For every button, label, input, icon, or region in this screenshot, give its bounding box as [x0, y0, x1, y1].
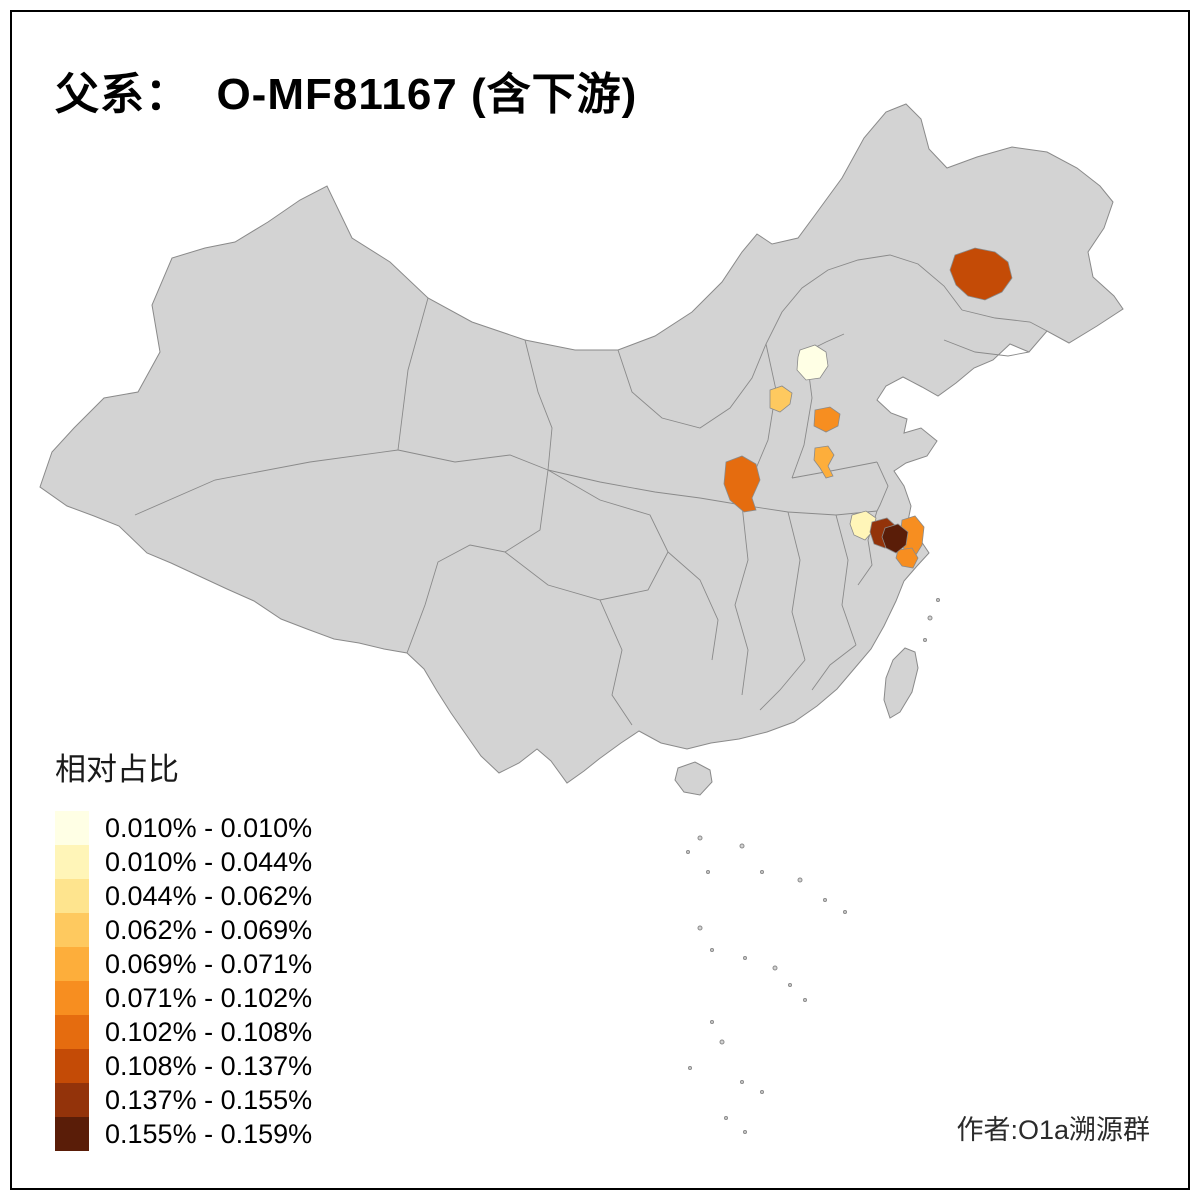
legend-item-0: 0.010% - 0.010%	[55, 811, 312, 845]
province-borders	[134, 254, 1048, 726]
region-beijing	[796, 344, 829, 381]
legend-swatch	[55, 1083, 89, 1117]
legend-item-3: 0.062% - 0.069%	[55, 913, 312, 947]
highlighted-regions	[723, 247, 1013, 569]
legend-swatch	[55, 845, 89, 879]
legend-swatch	[55, 913, 89, 947]
legend-label: 0.044% - 0.062%	[105, 880, 313, 911]
region-jiangsu-south-orange	[895, 547, 919, 569]
legend-label: 0.071% - 0.102%	[105, 982, 313, 1013]
legend-swatch	[55, 1015, 89, 1049]
legend: 相对占比 0.010% - 0.010% 0.010% - 0.044% 0.044…	[55, 744, 312, 1151]
map-title: 父系： O-MF81167 (含下游)	[55, 70, 638, 119]
legend-item-5: 0.071% - 0.102%	[55, 981, 312, 1015]
region-shaanxi-patch	[723, 455, 761, 513]
legend-label: 0.069% - 0.071%	[105, 948, 313, 979]
region-hebei-shandong-patch	[813, 406, 841, 433]
legend-item-6: 0.102% - 0.108%	[55, 1015, 312, 1049]
region-jiangsu-pale	[849, 510, 877, 541]
region-henan-patch	[813, 445, 835, 479]
hainan-island	[674, 761, 713, 796]
legend-item-2: 0.044% - 0.062%	[55, 879, 312, 913]
legend-title: 相对占比	[55, 752, 179, 787]
legend-rows: 0.010% - 0.010% 0.010% - 0.044% 0.044% - 0…	[55, 811, 312, 1151]
legend-item-9: 0.155% - 0.159%	[55, 1117, 312, 1151]
legend-item-1: 0.010% - 0.044%	[55, 845, 312, 879]
legend-swatch	[55, 1049, 89, 1083]
mainland-china	[39, 103, 1124, 784]
legend-label: 0.102% - 0.108%	[105, 1016, 313, 1047]
legend-swatch	[55, 981, 89, 1015]
legend-item-7: 0.108% - 0.137%	[55, 1049, 312, 1083]
author-credit: 作者:O1a溯源群	[956, 1115, 1150, 1145]
legend-label: 0.010% - 0.010%	[105, 812, 313, 843]
south-china-sea-islets	[686, 598, 940, 1134]
legend-swatch	[55, 947, 89, 981]
legend-swatch	[55, 879, 89, 913]
legend-label: 0.010% - 0.044%	[105, 846, 313, 877]
legend-label: 0.155% - 0.159%	[105, 1118, 313, 1149]
legend-label: 0.137% - 0.155%	[105, 1084, 313, 1115]
region-shanxi-patch	[769, 385, 793, 413]
islands	[674, 598, 940, 1134]
region-jiangsu-darkest	[881, 523, 909, 554]
region-northeast-harbin	[949, 247, 1013, 301]
legend-item-4: 0.069% - 0.071%	[55, 947, 312, 981]
legend-swatch	[55, 1117, 89, 1151]
legend-swatch	[55, 811, 89, 845]
taiwan-island	[883, 647, 919, 719]
legend-label: 0.062% - 0.069%	[105, 914, 313, 945]
legend-label: 0.108% - 0.137%	[105, 1050, 313, 1081]
legend-item-8: 0.137% - 0.155%	[55, 1083, 312, 1117]
